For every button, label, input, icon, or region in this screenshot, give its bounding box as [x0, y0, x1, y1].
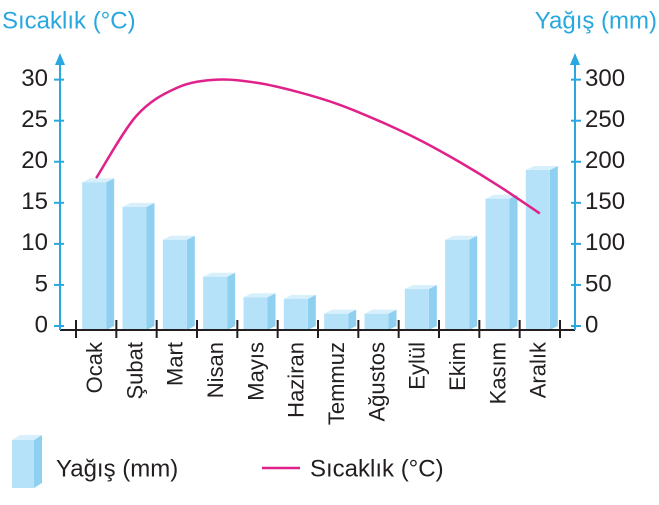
bar-top	[485, 194, 518, 199]
x-tick-label: Şubat	[122, 342, 147, 400]
bar-side	[469, 235, 478, 330]
x-tick-label: Temmuz	[324, 342, 349, 425]
bar-top	[324, 309, 357, 314]
bar-top	[122, 202, 155, 207]
bar	[283, 298, 308, 330]
bar	[485, 198, 510, 330]
x-tick-label: Ağustos	[364, 342, 389, 422]
y2-tick-label: 250	[585, 106, 625, 133]
bar-side	[428, 285, 437, 330]
bar-top	[82, 178, 115, 183]
bar-top	[445, 235, 478, 240]
bar-top	[404, 285, 437, 290]
bar	[324, 313, 349, 330]
legend-bar-top	[12, 435, 42, 440]
y-tick-label: 15	[21, 188, 48, 215]
x-tick-label: Nisan	[203, 342, 228, 398]
y2-tick-label: 0	[585, 311, 598, 338]
bar-side	[549, 165, 558, 330]
bar-side	[307, 294, 316, 330]
y-axis-arrow	[55, 53, 65, 65]
bar-top	[364, 309, 397, 314]
bar	[364, 313, 389, 330]
bar	[243, 297, 268, 330]
legend-bar	[12, 440, 34, 488]
x-tick-label: Aralık	[526, 341, 551, 398]
y-tick-label: 20	[21, 147, 48, 174]
y2-tick-label: 300	[585, 65, 625, 92]
bar	[203, 276, 228, 330]
x-tick-label: Mayıs	[243, 342, 268, 401]
bar-side	[186, 235, 195, 330]
y-axis-title: Sıcaklık (°C)	[2, 7, 136, 34]
y-tick-label: 0	[35, 311, 48, 338]
bar	[162, 239, 187, 330]
bar-side	[106, 178, 115, 330]
bar-side	[348, 309, 357, 330]
bar-top	[283, 294, 316, 299]
bar	[122, 206, 147, 330]
y-tick-label: 5	[35, 270, 48, 297]
y2-tick-label: 200	[585, 147, 625, 174]
y2-axis-title: Yağış (mm)	[535, 7, 657, 34]
bar-side	[267, 293, 276, 330]
y2-tick-label: 100	[585, 229, 625, 256]
legend-label: Sıcaklık (°C)	[310, 455, 444, 482]
y-tick-label: 25	[21, 106, 48, 133]
bar-side	[509, 194, 518, 330]
bar	[404, 289, 429, 330]
x-tick-label: Mart	[163, 342, 188, 386]
legend-bar-side	[34, 435, 42, 488]
bar	[445, 239, 470, 330]
x-tick-label: Eylül	[405, 342, 430, 390]
y2-tick-label: 150	[585, 188, 625, 215]
bar-side	[146, 202, 155, 330]
bar-top	[243, 293, 276, 298]
x-tick-label: Ekim	[445, 342, 470, 391]
bar-top	[203, 272, 236, 277]
bar	[82, 182, 107, 330]
bar-side	[227, 272, 236, 330]
y-tick-label: 30	[21, 65, 48, 92]
x-tick-label: Kasım	[485, 342, 510, 404]
bar	[525, 169, 550, 330]
legend-label: Yağış (mm)	[56, 455, 178, 482]
bar-top	[162, 235, 195, 240]
y-tick-label: 10	[21, 229, 48, 256]
bar-top	[525, 165, 558, 170]
bar-side	[388, 309, 397, 330]
line	[95, 78, 541, 215]
x-tick-label: Haziran	[284, 342, 309, 418]
x-tick-label: Ocak	[82, 341, 107, 393]
y2-axis-arrow	[570, 53, 580, 65]
y2-tick-label: 50	[585, 270, 612, 297]
